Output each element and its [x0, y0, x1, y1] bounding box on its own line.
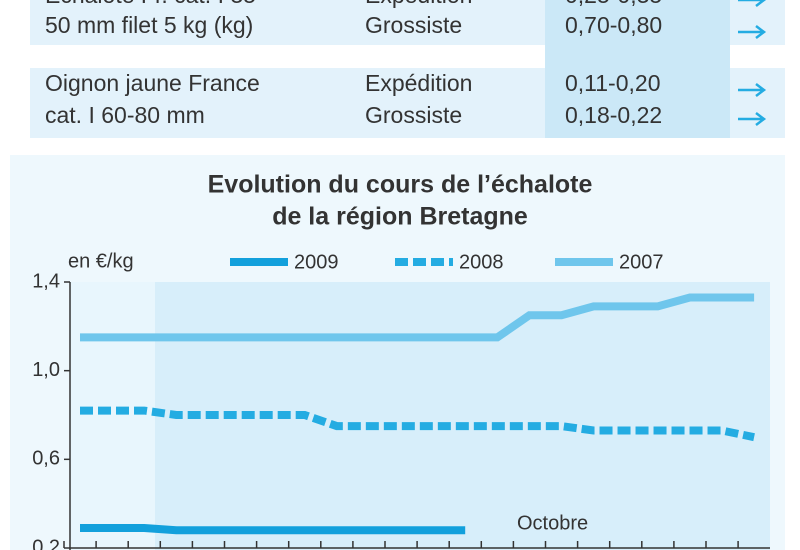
- legend-label: 2009: [294, 251, 339, 273]
- price-column-bg: [545, 0, 730, 138]
- table: Echalote Fr. cat. I 35 50 mm filet 5 kg (…: [45, 0, 662, 128]
- arrow-icon: [738, 112, 767, 126]
- legend-label: 2007: [619, 251, 664, 273]
- table-cell: 0,25-0,35: [565, 0, 662, 8]
- y-tick-label: 1,4: [32, 270, 60, 292]
- table-cell: 0,18-0,22: [565, 102, 662, 128]
- series-line: [80, 293, 755, 342]
- annotation: Octobre: [517, 512, 588, 534]
- table-cell: 0,70-0,80: [565, 12, 662, 38]
- arrow-icon: [738, 83, 767, 97]
- y-axis-label: en €/kg: [68, 250, 134, 272]
- chart-title: Evolution du cours de l’échalote: [208, 171, 593, 199]
- series-line: [80, 524, 466, 535]
- table-cell: Grossiste: [365, 12, 462, 38]
- table-cell: 0,11-0,20: [565, 70, 660, 96]
- series-line: [80, 406, 755, 442]
- arrow-icon: [738, 0, 767, 7]
- chart-title: de la région Bretagne: [272, 203, 528, 231]
- table-cell: Expédition: [365, 0, 472, 8]
- plot-area-left: [70, 282, 155, 550]
- legend-label: 2008: [459, 251, 504, 273]
- arrow-icon: [738, 25, 767, 39]
- table-cell: Grossiste: [365, 102, 462, 128]
- arrows: [738, 0, 767, 126]
- y-tick-label: 1,0: [32, 359, 60, 381]
- table-cell: Expédition: [365, 70, 472, 96]
- table-cell: cat. I 60-80 mm: [45, 102, 205, 128]
- table-cell: 50 mm filet 5 kg (kg): [45, 12, 253, 38]
- table-cell: Echalote Fr. cat. I 35: [45, 0, 256, 8]
- y-tick-label: 0,2: [32, 536, 60, 550]
- y-tick-label: 0,6: [32, 448, 60, 470]
- table-cell: Oignon jaune France: [45, 70, 260, 96]
- plot-area: [70, 282, 770, 550]
